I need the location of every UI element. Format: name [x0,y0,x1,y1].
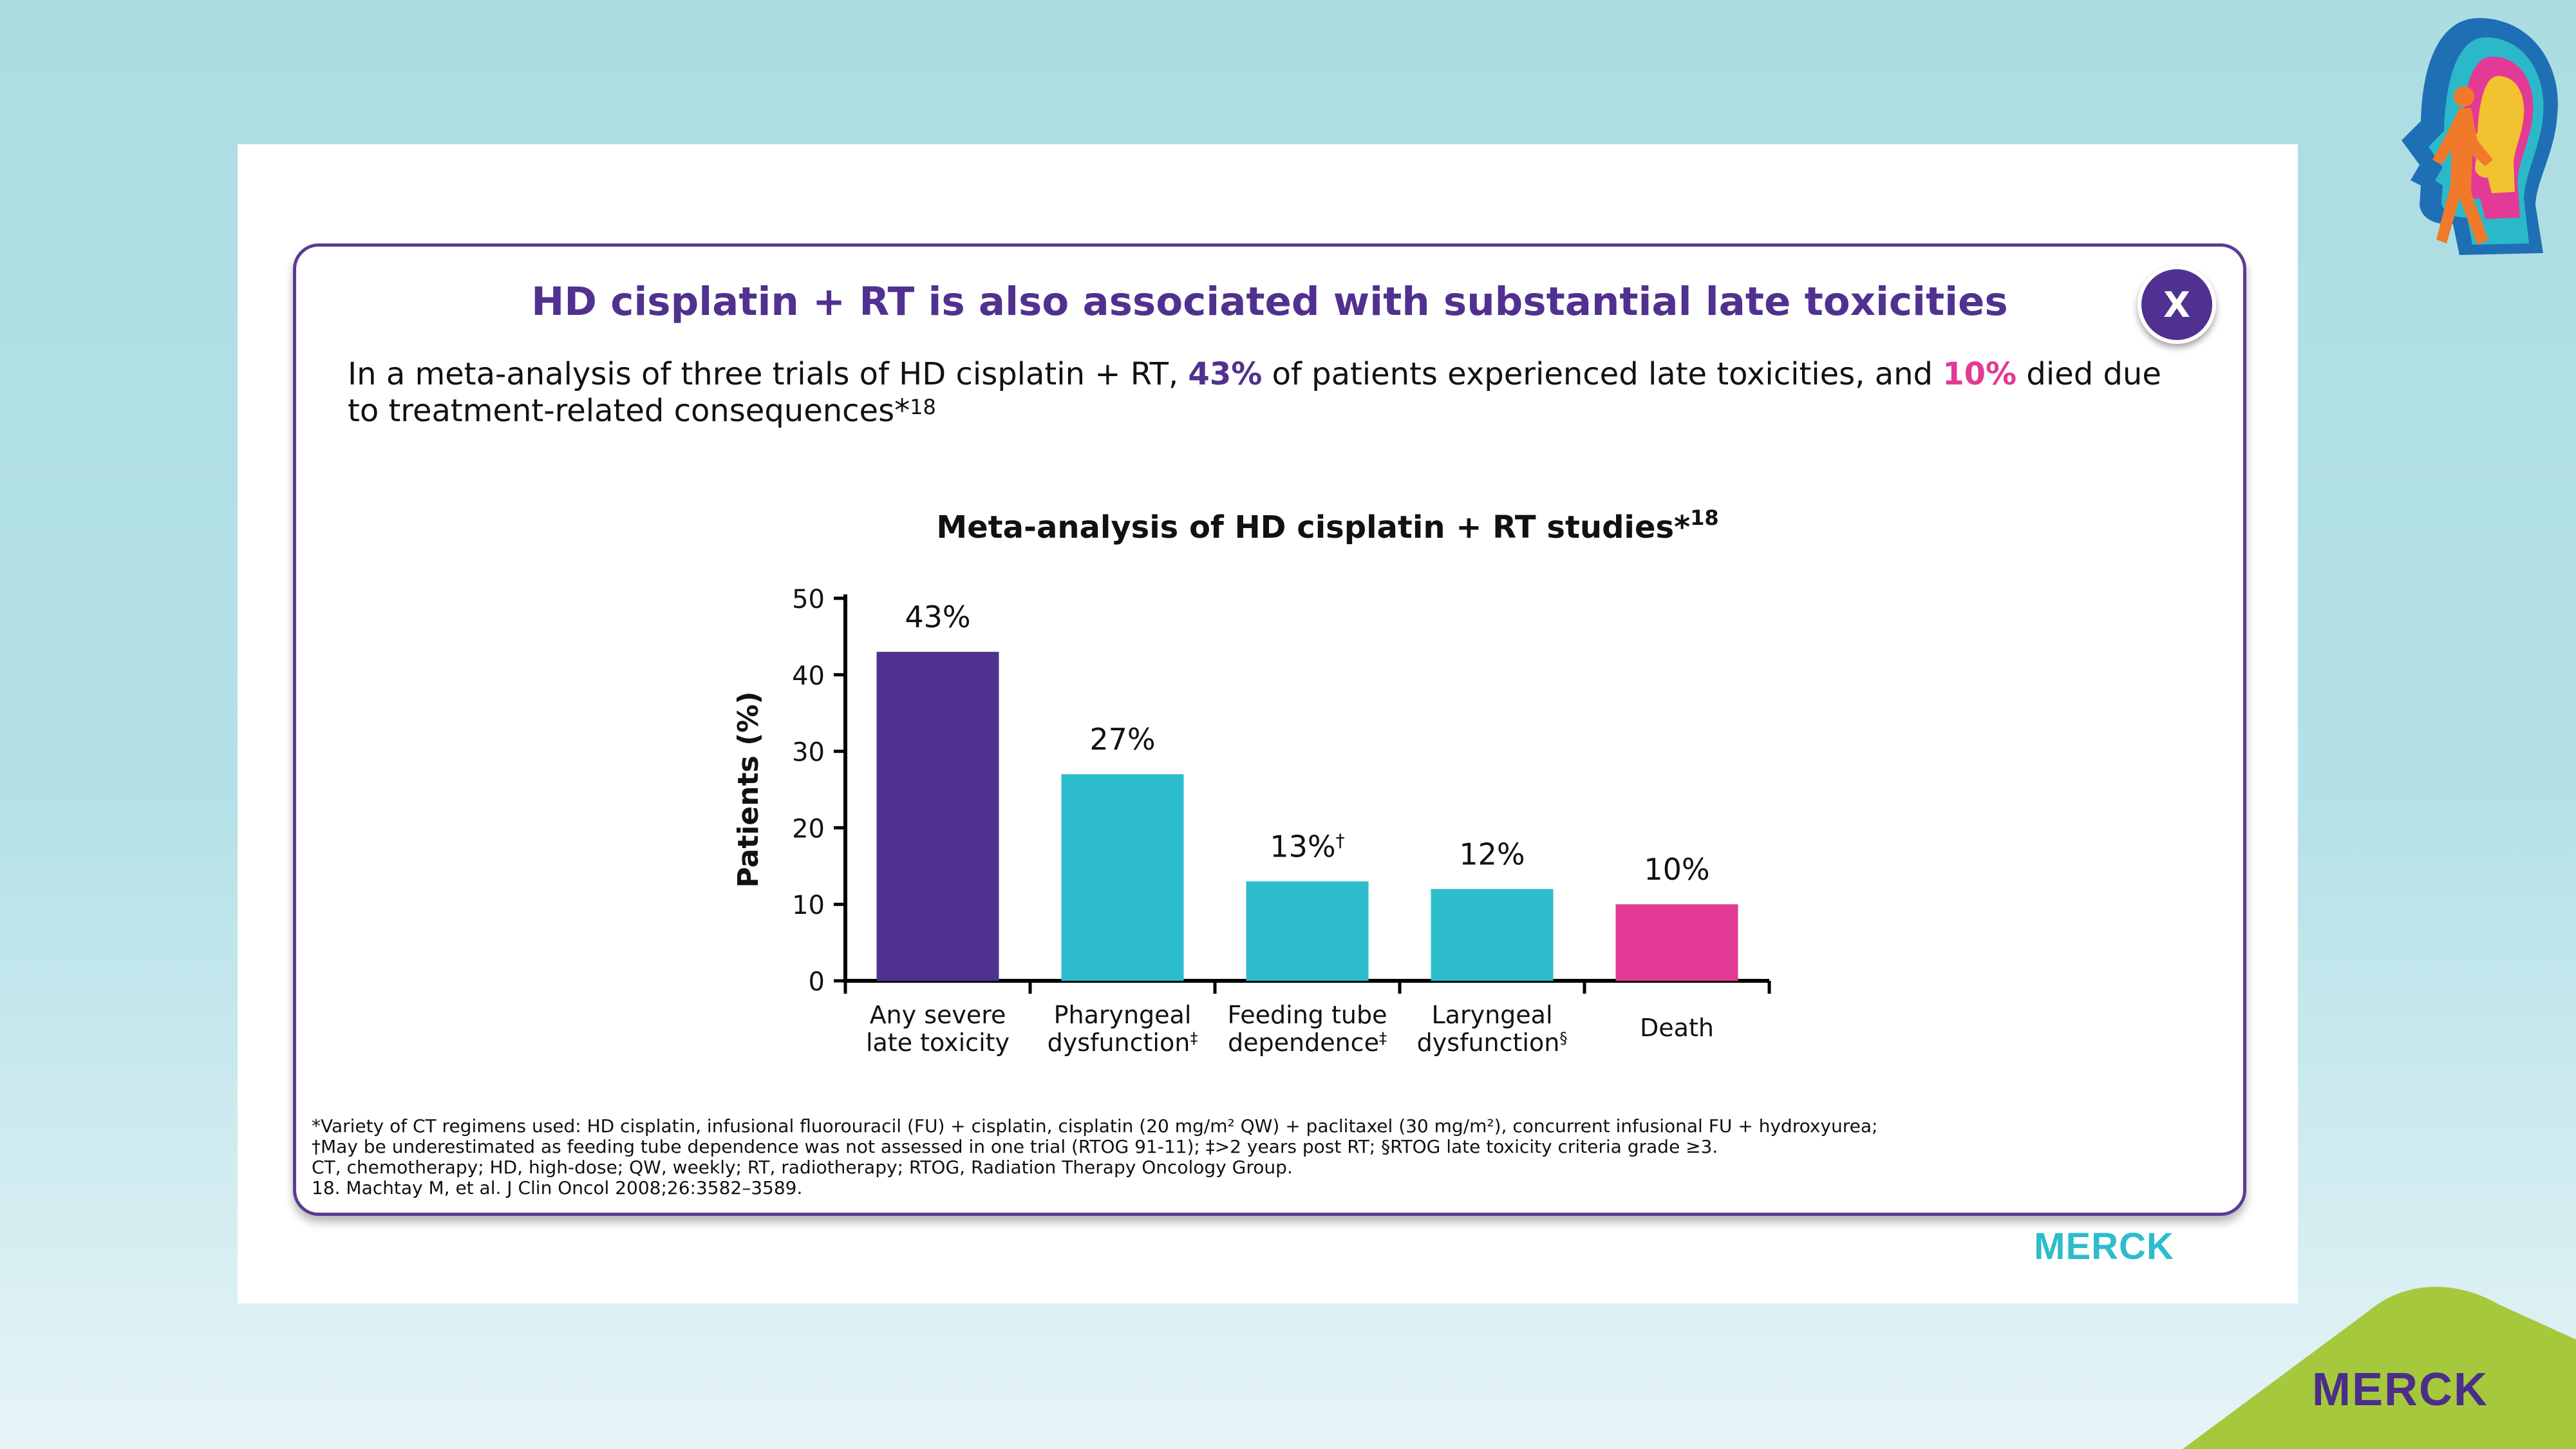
y-tick-label: 20 [792,814,825,844]
close-button[interactable]: X [2138,265,2216,344]
chart-title-ref: 18 [1690,506,1719,530]
data-label: 12% [1459,837,1525,871]
intro-part1: In a meta-analysis of three trials of HD… [348,356,1189,392]
data-label: 27% [1089,722,1155,757]
intro-highlight-10: 10% [1942,356,2017,392]
y-tick-label: 40 [792,661,825,691]
footnote-line: 18. Machtay M, et al. J Clin Oncol 2008;… [312,1177,803,1198]
x-category-label: late toxicity [866,1028,1010,1057]
x-category-label: Death [1640,1014,1714,1042]
head-illustration [2402,18,2558,255]
intro-part3: died due to treatment-related consequenc… [348,356,2161,429]
bar [1246,881,1369,981]
intro-ref: 18 [910,395,936,419]
y-tick-label: 50 [792,585,825,614]
data-label: 13%† [1270,829,1344,864]
bar [1431,889,1554,981]
y-tick-label: 30 [792,738,825,768]
bar [1061,774,1184,981]
intro-highlight-43: 43% [1188,356,1263,392]
page-title: HD cisplatin + RT is also associated wit… [531,279,2008,325]
bar-chart: 0 10 20 30 40 50 Patients (%) 43% Any severelate… [732,585,1771,1057]
x-category-label: Pharyngeal [1054,1001,1192,1029]
bar [876,652,999,981]
y-axis-label: Patients (%) [732,692,765,888]
merck-logo-text: MERCK [2034,1227,2174,1265]
footnote-line: *Variety of CT regimens used: HD cisplat… [312,1115,1878,1137]
merck-corner-logo: MERCK [2312,1364,2488,1416]
merck-logo: MERCK [2034,1227,2174,1265]
data-label: 10% [1644,852,1709,887]
x-category-label: Any severe [870,1001,1006,1029]
x-category-label: dependence‡ [1228,1028,1387,1057]
x-category-label: dysfunction§ [1417,1028,1568,1057]
intro-text: In a meta-analysis of three trials of HD… [348,356,2163,430]
footnotes: *Variety of CT regimens used: HD cisplat… [312,1116,2179,1198]
footnote-line: †May be underestimated as feeding tube d… [312,1136,1718,1157]
y-tick-label: 10 [792,891,825,920]
footnote-line: CT, chemotherapy; HD, high-dose; QW, wee… [312,1157,1293,1178]
x-category-label: Feeding tube [1228,1001,1387,1029]
data-label: 43% [905,600,970,634]
y-tick-label: 0 [809,967,825,997]
intro-part2: of patients experienced late toxicities,… [1262,356,1943,392]
bar [1615,904,1738,981]
chart-title: Meta-analysis of HD cisplatin + RT studi… [296,506,2243,545]
x-category-label: Laryngeal [1432,1001,1553,1029]
chart-title-text: Meta-analysis of HD cisplatin + RT studi… [936,509,1691,545]
content-card: HD cisplatin + RT is also associated wit… [293,243,2246,1216]
x-category-label: dysfunction‡ [1048,1028,1198,1057]
